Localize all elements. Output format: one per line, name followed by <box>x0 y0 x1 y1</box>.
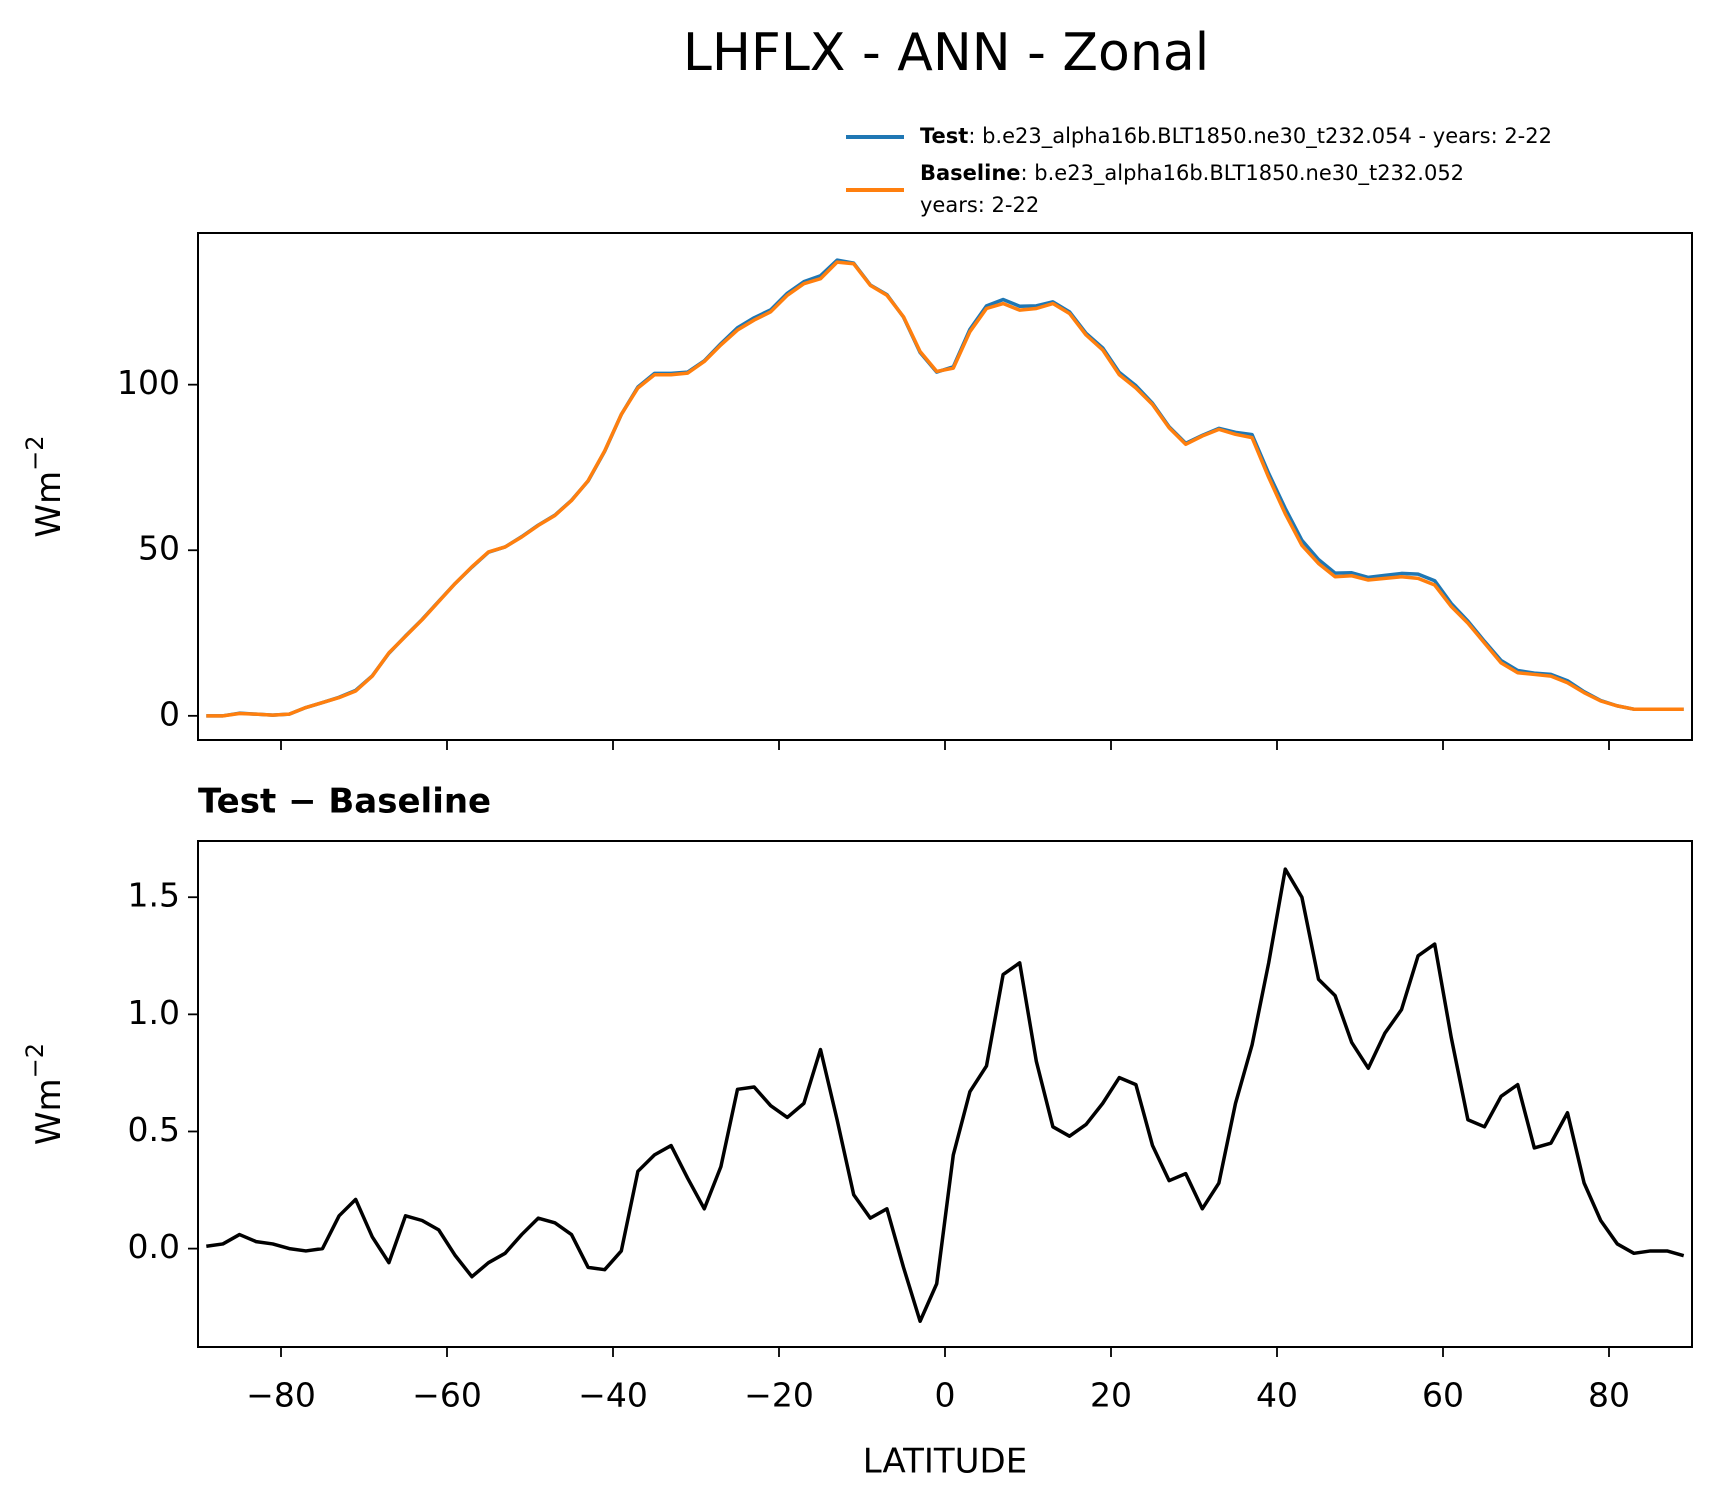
legend-text: : b.e23_alpha16b.BLT1850.ne30_t232.052 <box>1021 161 1465 186</box>
y-axis-label-text: Wm <box>29 471 69 538</box>
x-tick-label: 20 <box>1090 1376 1132 1415</box>
y-tick-label: 1.5 <box>128 876 180 915</box>
data-line <box>206 260 1684 718</box>
legend-label: Baseline: b.e23_alpha16b.BLT1850.ne30_t2… <box>920 161 1464 186</box>
data-line <box>206 867 1685 1323</box>
x-tick-label: −80 <box>246 1376 316 1415</box>
legend-name: Baseline <box>920 161 1021 185</box>
x-tick-label: −20 <box>744 1376 814 1415</box>
legend-text: years: 2-22 <box>920 193 1039 217</box>
y-axis-label-text: Wm <box>29 1078 69 1145</box>
y-tick-label: 0 <box>159 694 180 733</box>
data-line <box>206 258 1684 718</box>
legend-label: years: 2-22 <box>920 193 1039 217</box>
axes-frame <box>197 840 1693 1348</box>
x-axis-label: LATITUDE <box>863 1442 1027 1482</box>
legend-text: : b.e23_alpha16b.BLT1850.ne30_t232.054 -… <box>968 124 1552 149</box>
y-tick-label: 50 <box>138 529 180 568</box>
x-tick-label: −60 <box>412 1376 482 1415</box>
y-axis-label-sup: −2 <box>21 435 49 470</box>
x-tick-label: 40 <box>1256 1376 1298 1415</box>
y-axis-label-sup: −2 <box>21 1043 49 1078</box>
y-tick-label: 0.0 <box>128 1227 180 1266</box>
axes-title: Test − Baseline <box>198 782 491 822</box>
x-tick-label: 80 <box>1588 1376 1630 1415</box>
y-tick-label: 1.0 <box>128 993 180 1032</box>
y-tick-label: 0.5 <box>128 1110 180 1149</box>
legend-name: Test <box>920 124 968 148</box>
y-axis-label: Wm−2 <box>21 435 69 537</box>
y-axis-label: Wm−2 <box>21 1043 69 1145</box>
figure-title: LHFLX - ANN - Zonal <box>683 23 1209 83</box>
y-tick-label: 100 <box>117 363 180 402</box>
legend-label: Test: b.e23_alpha16b.BLT1850.ne30_t232.0… <box>920 124 1552 149</box>
axes-frame <box>197 232 1693 741</box>
x-tick-label: 60 <box>1422 1376 1464 1415</box>
x-tick-label: 0 <box>935 1376 956 1415</box>
x-tick-label: −40 <box>578 1376 648 1415</box>
